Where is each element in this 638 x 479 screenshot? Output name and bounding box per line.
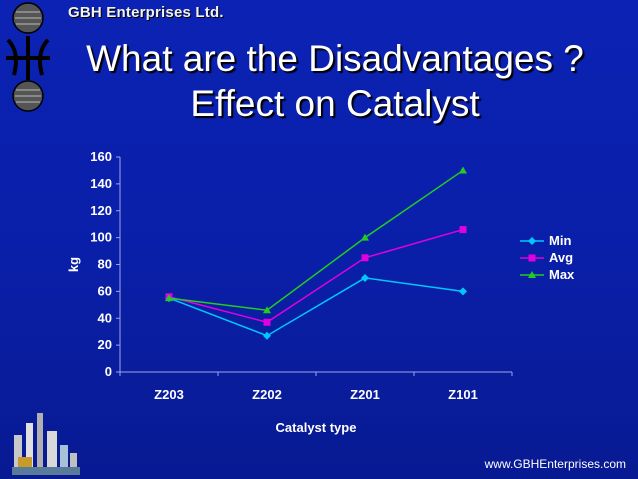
x-tick-label: Z101 xyxy=(448,387,478,402)
title-line-1: What are the Disadvantages ? xyxy=(86,38,584,79)
data-point-max xyxy=(459,166,467,174)
y-tick-label: 20 xyxy=(98,337,112,352)
y-tick-label: 80 xyxy=(98,257,112,272)
data-point-avg xyxy=(459,226,467,234)
x-axis-title: Catalyst type xyxy=(276,420,357,435)
y-axis-title: kg xyxy=(66,257,81,272)
legend-label-avg: Avg xyxy=(549,250,573,265)
series-line-max xyxy=(168,169,464,311)
data-point-min xyxy=(263,331,271,340)
slide-title: What are the Disadvantages ? Effect on C… xyxy=(40,36,630,126)
refinery-icon xyxy=(12,413,80,475)
y-tick-label: 140 xyxy=(90,176,112,191)
y-tick-label: 40 xyxy=(98,310,112,325)
gbh-logo-icon xyxy=(6,2,50,112)
y-tick-label: 160 xyxy=(90,149,112,164)
y-tick-label: 120 xyxy=(90,203,112,218)
x-tick-label: Z203 xyxy=(154,387,184,402)
y-tick-label: 0 xyxy=(105,364,112,379)
data-point-min xyxy=(459,287,467,296)
x-tick-label: Z202 xyxy=(252,387,282,402)
data-point-avg xyxy=(263,318,271,326)
title-line-2: Effect on Catalyst xyxy=(190,83,480,124)
y-tick-label: 60 xyxy=(98,283,112,298)
legend-label-max: Max xyxy=(549,267,575,282)
legend-marker-max xyxy=(528,271,536,278)
data-point-max xyxy=(361,233,369,241)
data-point-avg xyxy=(361,254,369,262)
x-tick-label: Z201 xyxy=(350,387,380,402)
data-point-max xyxy=(263,306,271,314)
legend-marker-avg xyxy=(528,254,536,262)
data-point-max xyxy=(165,294,173,302)
series-line-min xyxy=(168,277,464,337)
data-point-min xyxy=(361,273,369,282)
website-url: www.GBHEnterprises.com xyxy=(484,457,626,471)
legend-marker-min xyxy=(528,237,536,245)
company-name: GBH Enterprises Ltd. xyxy=(68,4,224,21)
series-line-avg xyxy=(168,228,464,324)
y-tick-label: 100 xyxy=(90,230,112,245)
legend-label-min: Min xyxy=(549,233,571,248)
